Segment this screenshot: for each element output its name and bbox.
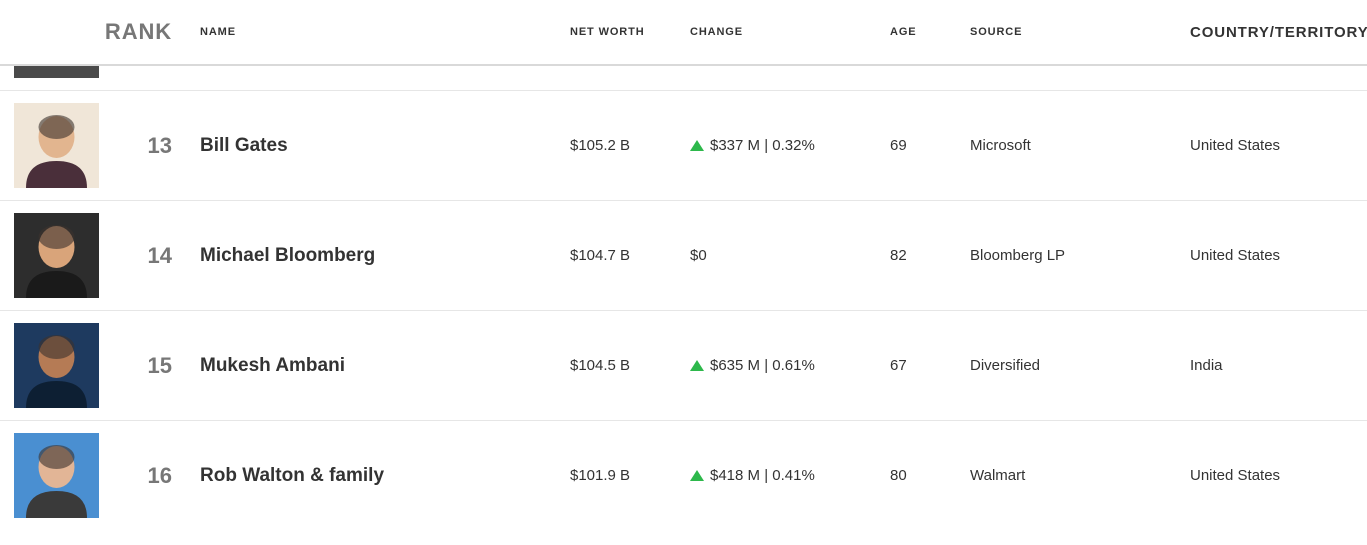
country-value: India (1190, 357, 1357, 374)
header-country[interactable]: COUNTRY/TERRITORY (1190, 24, 1367, 41)
avatar[interactable] (14, 433, 99, 518)
table-header: RANK NAME NET WORTH CHANGE AGE SOURCE CO… (0, 0, 1367, 66)
change-cell: $635 M | 0.61% (690, 357, 890, 374)
header-source[interactable]: SOURCE (970, 26, 1190, 38)
avatar[interactable] (14, 213, 99, 298)
rank-value: 16 (100, 463, 200, 489)
up-arrow-icon (690, 360, 704, 371)
billionaires-table: RANK NAME NET WORTH CHANGE AGE SOURCE CO… (0, 0, 1367, 530)
age-value: 69 (890, 137, 970, 154)
source-value: Diversified (970, 357, 1190, 374)
source-value: Bloomberg LP (970, 247, 1190, 264)
networth-value: $105.2 B (570, 137, 690, 154)
up-arrow-icon (690, 140, 704, 151)
avatar-cell (0, 103, 100, 188)
age-value: 82 (890, 247, 970, 264)
networth-value: $101.9 B (570, 467, 690, 484)
country-value: United States (1190, 137, 1357, 154)
table-row-partial (0, 66, 1367, 91)
header-rank[interactable]: RANK (100, 19, 200, 45)
header-age[interactable]: AGE (890, 26, 970, 38)
avatar[interactable] (14, 323, 99, 408)
name-link[interactable]: Bill Gates (200, 135, 288, 156)
age-value: 67 (890, 357, 970, 374)
name-link[interactable]: Rob Walton & family (200, 465, 384, 486)
change-value: $0 (690, 247, 707, 264)
rank-value: 14 (100, 243, 200, 269)
avatar (14, 66, 99, 78)
country-value: United States (1190, 247, 1357, 264)
name-cell: Mukesh Ambani (200, 355, 570, 377)
change-value: $337 M | 0.32% (710, 137, 815, 154)
up-arrow-icon (690, 470, 704, 481)
change-cell: $418 M | 0.41% (690, 467, 890, 484)
name-link[interactable]: Michael Bloomberg (200, 245, 375, 266)
networth-value: $104.5 B (570, 357, 690, 374)
source-value: Walmart (970, 467, 1190, 484)
avatar-cell (0, 323, 100, 408)
header-networth[interactable]: NET WORTH (570, 26, 690, 38)
change-value: $418 M | 0.41% (710, 467, 815, 484)
name-link[interactable]: Mukesh Ambani (200, 355, 345, 376)
table-row[interactable]: 13Bill Gates $105.2 B $337 M | 0.32% 69Micr… (0, 91, 1367, 201)
name-cell: Rob Walton & family (200, 465, 570, 487)
change-cell: $0 (690, 247, 890, 264)
change-cell: $337 M | 0.32% (690, 137, 890, 154)
rank-value: 13 (100, 133, 200, 159)
country-value: United States (1190, 467, 1357, 484)
header-change[interactable]: CHANGE (690, 26, 890, 38)
age-value: 80 (890, 467, 970, 484)
source-value: Microsoft (970, 137, 1190, 154)
name-cell: Michael Bloomberg (200, 245, 570, 267)
table-row[interactable]: 14Michael Bloomberg $104.7 B$0 82Bloomberg… (0, 201, 1367, 311)
avatar-cell (0, 433, 100, 518)
table-row[interactable]: 15Mukesh Ambani $104.5 B $635 M | 0.61% 67D… (0, 311, 1367, 421)
rank-value: 15 (100, 353, 200, 379)
change-value: $635 M | 0.61% (710, 357, 815, 374)
header-name[interactable]: NAME (200, 26, 570, 38)
networth-value: $104.7 B (570, 247, 690, 264)
avatar[interactable] (14, 103, 99, 188)
name-cell: Bill Gates (200, 135, 570, 157)
table-row[interactable]: 16Rob Walton & family $101.9 B $418 M | 0.… (0, 421, 1367, 530)
avatar-cell (0, 213, 100, 298)
